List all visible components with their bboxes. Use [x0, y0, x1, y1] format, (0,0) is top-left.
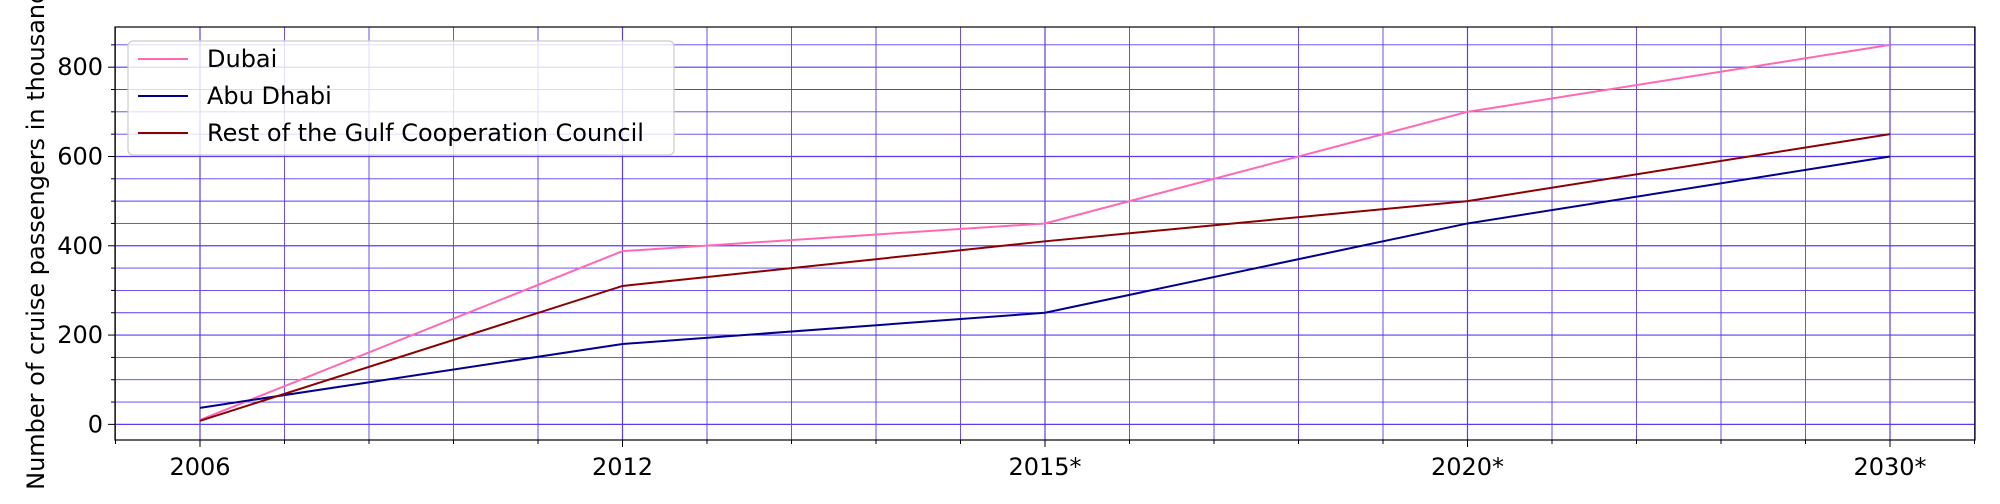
y-axis-label: Number of cruise passengers in thousands	[22, 0, 50, 490]
legend: Dubai Abu Dhabi Rest of the Gulf Cooperati…	[127, 40, 675, 156]
series-line	[199, 43, 1891, 421]
x-tick-label: 2006	[169, 453, 230, 481]
y-tick-label: 400	[57, 232, 103, 260]
x-tick-label: 2020*	[1431, 453, 1504, 481]
legend-label: Abu Dhabi	[207, 82, 332, 110]
x-tick-label: 2015*	[1008, 453, 1081, 481]
y-tick-label: 600	[57, 142, 103, 170]
legend-label: Rest of the Gulf Cooperation Council	[207, 119, 644, 147]
legend-label: Dubai	[207, 45, 277, 73]
legend-box	[127, 40, 675, 156]
y-tick-label: 200	[57, 321, 103, 349]
ticks: 0 200 400 600 800 2006 2012 2015* 2020* 2030*	[57, 44, 1975, 481]
series-line	[199, 133, 1891, 422]
series-line	[199, 155, 1891, 409]
x-tick-label: 2030*	[1853, 453, 1926, 481]
series-lines	[199, 43, 1891, 422]
y-tick-label: 800	[57, 53, 103, 81]
y-tick-label: 0	[88, 410, 103, 438]
x-tick-label: 2012	[592, 453, 653, 481]
